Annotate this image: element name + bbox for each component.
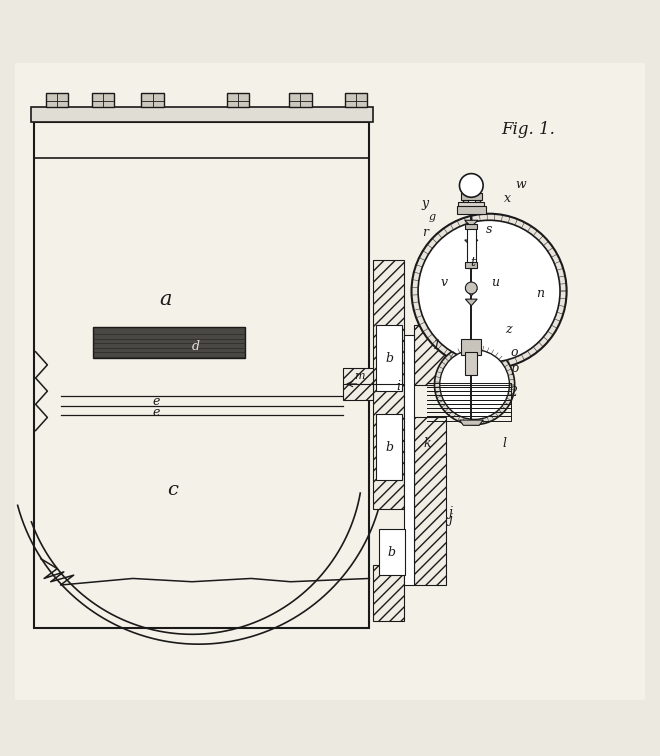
Bar (463, 196, 480, 206)
Text: Fig. 1.: Fig. 1. (501, 121, 555, 138)
Text: o: o (511, 345, 518, 359)
Bar (467, 228, 476, 268)
Polygon shape (459, 420, 483, 426)
Polygon shape (465, 299, 477, 305)
Circle shape (411, 214, 566, 369)
Polygon shape (465, 262, 477, 268)
Text: p: p (511, 361, 519, 375)
Text: u: u (492, 276, 500, 290)
Text: n: n (537, 287, 544, 300)
Bar (461, 194, 482, 200)
Circle shape (459, 174, 483, 197)
Text: 1: 1 (432, 339, 440, 352)
Circle shape (418, 220, 560, 362)
Bar (94, 327, 245, 358)
Polygon shape (465, 240, 478, 246)
Circle shape (434, 345, 515, 425)
Bar (46, 94, 69, 107)
Text: r: r (422, 225, 428, 239)
Bar (376, 414, 403, 480)
Bar (458, 202, 484, 211)
Text: t: t (471, 256, 476, 269)
Text: m: m (354, 370, 365, 380)
Bar (92, 94, 114, 107)
Polygon shape (465, 220, 478, 227)
Text: c: c (167, 481, 178, 499)
Bar (34, 122, 370, 627)
Bar (379, 529, 405, 575)
Text: k: k (424, 437, 431, 451)
Text: g: g (428, 212, 436, 222)
Text: x: x (504, 192, 511, 205)
Circle shape (440, 350, 510, 420)
Bar (461, 339, 481, 355)
Text: y: y (422, 197, 429, 210)
Text: z: z (506, 323, 512, 336)
Text: b: b (385, 441, 393, 454)
Bar (141, 94, 164, 107)
Text: d: d (191, 340, 199, 353)
Text: e: e (152, 395, 160, 407)
Bar (405, 335, 414, 585)
Bar (468, 187, 475, 210)
Bar (414, 325, 446, 385)
Bar (414, 417, 446, 585)
Text: j: j (448, 513, 452, 526)
Text: w: w (515, 178, 526, 191)
Text: b: b (388, 546, 396, 559)
Bar (465, 352, 477, 375)
Bar (227, 94, 249, 107)
Text: 2: 2 (509, 386, 517, 399)
Bar (373, 260, 405, 510)
Text: v: v (440, 276, 447, 290)
Polygon shape (465, 290, 477, 296)
Bar (289, 94, 312, 107)
Polygon shape (465, 224, 477, 229)
Bar (31, 107, 373, 122)
Bar (343, 368, 373, 400)
Text: j: j (448, 507, 452, 519)
Text: b: b (385, 352, 393, 365)
Bar (376, 325, 403, 391)
Bar (345, 94, 368, 107)
Text: l: l (502, 437, 506, 451)
Text: a: a (160, 290, 172, 308)
Text: s: s (486, 223, 492, 236)
Text: i: i (397, 380, 401, 393)
Text: e: e (152, 406, 160, 420)
Circle shape (465, 282, 477, 294)
Bar (373, 565, 405, 621)
Bar (457, 206, 486, 214)
